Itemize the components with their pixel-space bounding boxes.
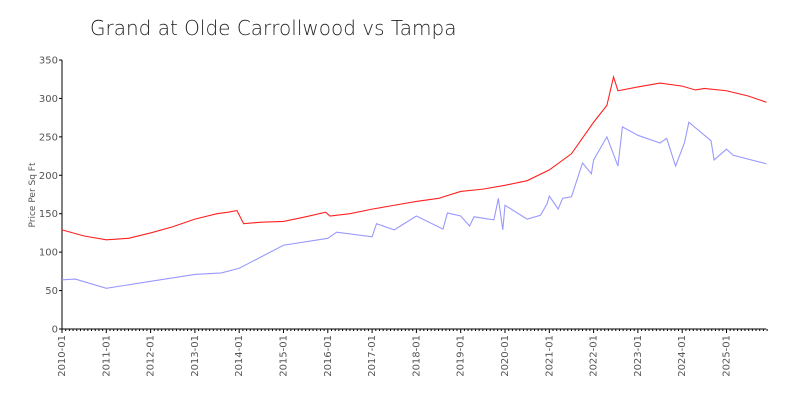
x-tick-label: 2017-01 xyxy=(367,335,378,377)
x-tick-label: 2018-01 xyxy=(411,335,422,377)
y-tick-label: 100 xyxy=(39,248,58,259)
series-line-tampa xyxy=(61,121,767,289)
y-tick-label: 150 xyxy=(39,209,58,220)
y-axis-label: Price Per Sq Ft xyxy=(28,162,38,227)
x-tick-label: 2012-01 xyxy=(146,335,157,377)
x-tick-label: 2014-01 xyxy=(234,335,245,377)
x-tick-label: 2015-01 xyxy=(279,335,290,377)
y-tick-label: 200 xyxy=(39,171,58,182)
x-tick-label: 2023-01 xyxy=(633,335,644,377)
x-tick-label: 2025-01 xyxy=(722,335,733,377)
x-tick-label: 2011-01 xyxy=(101,335,112,377)
y-tick-label: 300 xyxy=(39,94,58,105)
y-tick-label: 250 xyxy=(39,132,58,143)
x-tick-label: 2020-01 xyxy=(500,335,511,377)
x-tick-label: 2019-01 xyxy=(456,335,467,377)
x-tick-label: 2022-01 xyxy=(589,335,600,377)
x-tick-label: 2024-01 xyxy=(677,335,688,377)
x-tick-label: 2016-01 xyxy=(323,335,334,377)
x-tick-label: 2010-01 xyxy=(57,335,68,377)
x-tick-label: 2013-01 xyxy=(190,335,201,377)
chart-title: Grand at Olde Carrollwood vs Tampa xyxy=(90,16,457,40)
y-tick-label: 0 xyxy=(52,325,58,336)
x-tick-label: 2021-01 xyxy=(544,335,555,377)
y-tick-label: 350 xyxy=(39,56,58,67)
series-line-olde-carrollwood xyxy=(61,74,767,241)
y-tick-label: 50 xyxy=(45,286,58,297)
